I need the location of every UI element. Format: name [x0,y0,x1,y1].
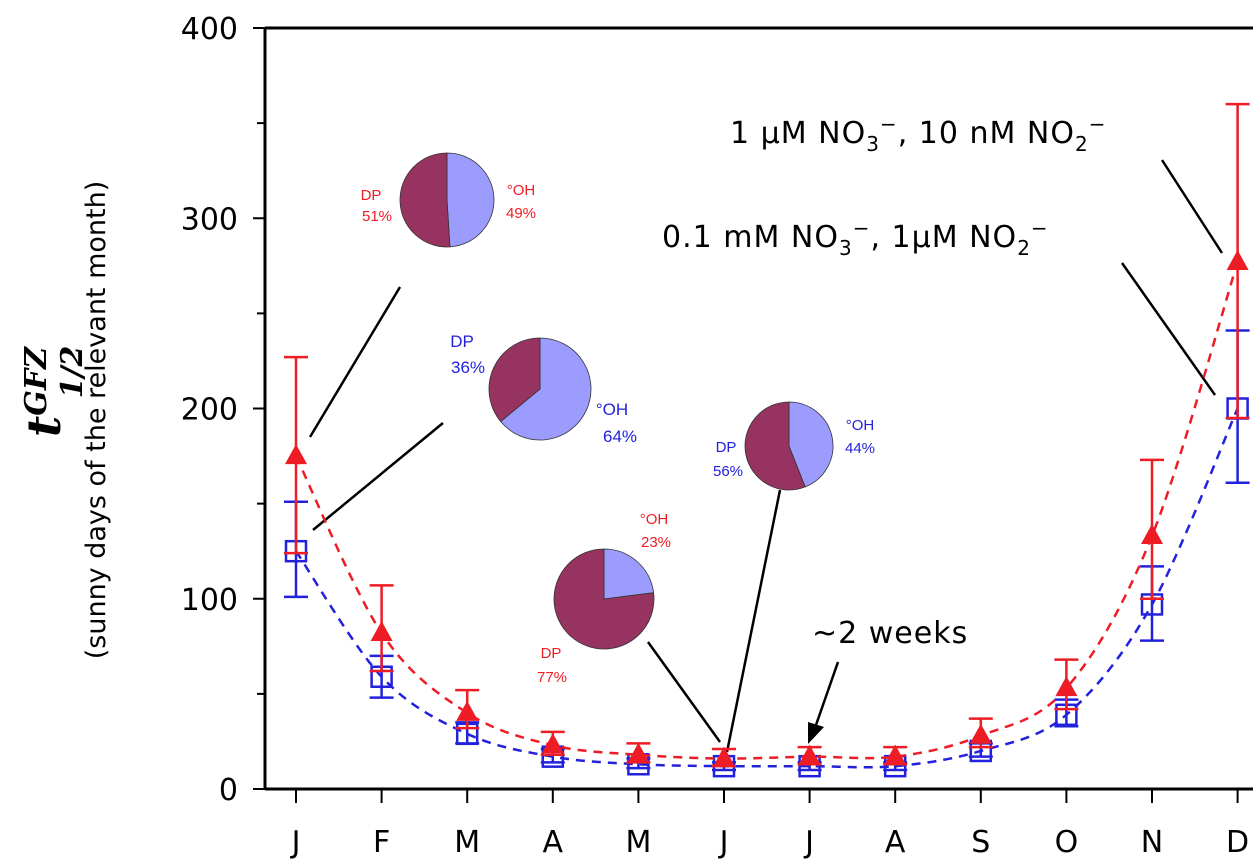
pie-chart: DP 36% °OH 64% [450,332,637,446]
annotation-label-2-middle: , 1μM NO [870,220,1017,255]
series-curve [294,261,1239,760]
pie-chart: DP 51% °OH 49% [361,152,536,248]
series-layer [284,102,1250,778]
y-axis-description: (sunny days of the relevant month) [81,181,112,660]
x-tick-label: F [373,825,390,859]
pie-slice-oh [500,337,592,441]
x-tick-label: J [718,825,729,859]
pie-label: DP [716,439,737,456]
pie-label: °OH [846,417,875,434]
annotation-label-2-sub2: 2 [1017,236,1031,260]
pie-slice-dp [488,337,541,423]
pie-label: DP [361,187,382,204]
x-tick-label: A [543,825,564,859]
x-tick-label: A [885,825,906,859]
leader-lines [308,159,1224,753]
data-point [884,744,907,765]
y-tick-label: 0 [219,773,238,808]
pies-layer: DP 51% °OH 49% DP 36% °OH 64% °OH 23% DP 77% DP 56% °O… [361,152,875,686]
pie-label: 44% [845,440,875,457]
x-tick-label: M [625,825,651,859]
pie-label: 56% [713,463,743,480]
leader-line [725,489,782,753]
y-axis-symbol-sup: GFZ [19,346,54,416]
pie-chart: °OH 23% DP 77% [537,511,671,686]
annotation-label-1-sub2: 2 [1075,132,1089,156]
two-weeks-arrow [808,661,840,744]
pie-slice-dp [553,548,655,650]
pie-slice-dp [744,401,806,491]
y-axis-ticks: 0 100 200 300 400 [181,12,265,808]
y-tick-label: 100 [181,583,238,618]
annotation-label-1: 1 μM NO3−, 10 nM NO2− [730,112,1106,156]
data-point [798,744,821,765]
pie-label: °OH [640,511,669,528]
pie-label: 36% [451,358,485,377]
leader-line [312,422,444,531]
x-tick-label: M [454,825,480,859]
data-point [1141,523,1163,544]
leader-line [646,641,722,743]
pie-label: 51% [362,208,392,225]
x-tick-label: N [1141,825,1163,859]
pie-label: 49% [506,205,536,222]
pie-label: °OH [507,182,536,199]
series-red-triangles [284,102,1250,768]
two-weeks-arrow-head [808,722,824,744]
pie-slice-oh [446,152,495,248]
annotation-label-2-prefix: 0.1 mM NO [662,220,839,255]
annotation-label-1-sup1: − [880,112,898,136]
pie-label: DP [450,332,474,351]
x-tick-label: D [1226,825,1249,859]
pie-slice-dp [399,152,451,248]
data-point [627,742,650,763]
annotation-label-2-sup2: − [1031,216,1049,240]
leader-line [308,286,402,438]
data-point [285,444,307,465]
pie-slice-oh [788,401,834,488]
y-tick-label: 200 [181,393,238,428]
annotation-label-1-sub1: 3 [866,132,880,156]
data-point [370,620,393,641]
pie-label: 77% [537,669,567,686]
y-axis-symbol: tGFZ [17,346,71,437]
leader-line [1160,159,1224,254]
data-point [1055,676,1078,697]
y-tick-label: 400 [181,12,238,47]
annotation-label-1-middle: , 10 nM NO [898,116,1075,151]
pie-chart: DP 56% °OH 44% [713,401,875,491]
series-curve [294,407,1239,769]
y-axis-symbol-t: t [17,416,71,437]
annotation-label-2-sup1: − [853,216,871,240]
annotation-label-1-prefix: 1 μM NO [730,116,866,151]
pie-slice-oh [603,548,655,600]
data-point [1226,250,1249,271]
y-tick-label: 300 [181,202,238,237]
pie-label: 64% [603,427,637,446]
leader-line [1120,262,1217,396]
data-point [969,723,992,744]
annotation-label-2: 0.1 mM NO3−, 1μM NO2− [662,216,1049,260]
y-axis-symbol-sub: 1/2 [55,346,90,399]
pie-label: °OH [596,400,628,419]
pie-label: 23% [641,534,671,551]
two-weeks-arrow-shaft [814,661,840,726]
pie-label: DP [541,645,562,662]
annotation-label-1-sup2: − [1089,112,1107,136]
data-point [456,700,479,721]
x-tick-label: S [971,825,990,859]
annotation-label-2-sub1: 3 [839,236,853,260]
x-tick-label: J [290,825,301,859]
x-tick-label: J [803,825,814,859]
data-point [541,733,564,754]
y-axis-title: (sunny days of the relevant month) tGFZ … [17,181,112,660]
annotation-two-weeks: ~2 weeks [812,616,968,651]
data-point [713,746,735,767]
x-tick-label: O [1055,825,1079,859]
